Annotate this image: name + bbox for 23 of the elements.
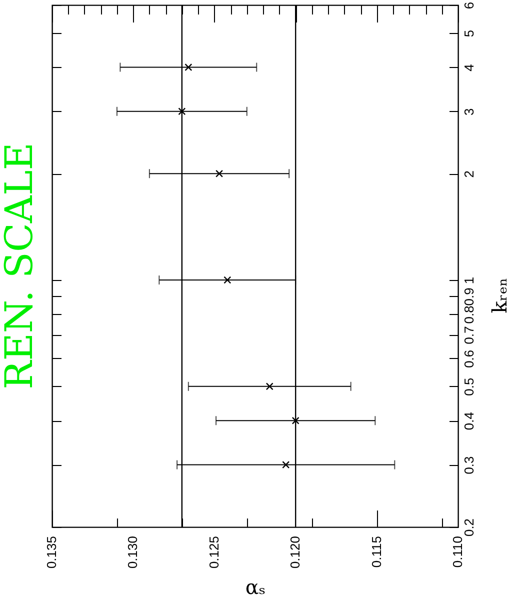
y-tick-label: 6 bbox=[462, 2, 476, 10]
x-tick-label: 0.125 bbox=[206, 536, 222, 569]
x-tick-label: 0.135 bbox=[44, 536, 59, 569]
y-tick-label: 0.6 bbox=[462, 350, 476, 368]
y-tick-label: 3 bbox=[462, 108, 476, 116]
y-tick-label: 5 bbox=[462, 30, 476, 38]
y-tick-label: 4 bbox=[462, 64, 476, 72]
y-tick-label: 0.7 bbox=[462, 326, 476, 344]
y-tick-label: 1 bbox=[462, 276, 476, 284]
y-tick-label: 0.2 bbox=[462, 518, 476, 537]
x-axis-title: αₛ bbox=[245, 575, 266, 599]
y-tick-label: 0.5 bbox=[462, 378, 476, 396]
y-tick-label: 0.3 bbox=[462, 456, 476, 474]
x-tick-label: 0.130 bbox=[125, 536, 140, 569]
text: REN. SCALE bbox=[0, 142, 41, 390]
y-tick-label: 0.8 bbox=[462, 306, 476, 324]
x-tick-label: 0.115 bbox=[368, 536, 384, 568]
y-tick-label: 2 bbox=[462, 170, 476, 178]
y-axis-title: kᵣₑₙ bbox=[488, 278, 512, 314]
x-tick-label: 0.120 bbox=[288, 536, 303, 569]
x-tick-label: 0.110 bbox=[450, 536, 465, 568]
y-tick-label: 0.9 bbox=[462, 288, 476, 306]
y-tick-label: 0.4 bbox=[462, 412, 476, 430]
